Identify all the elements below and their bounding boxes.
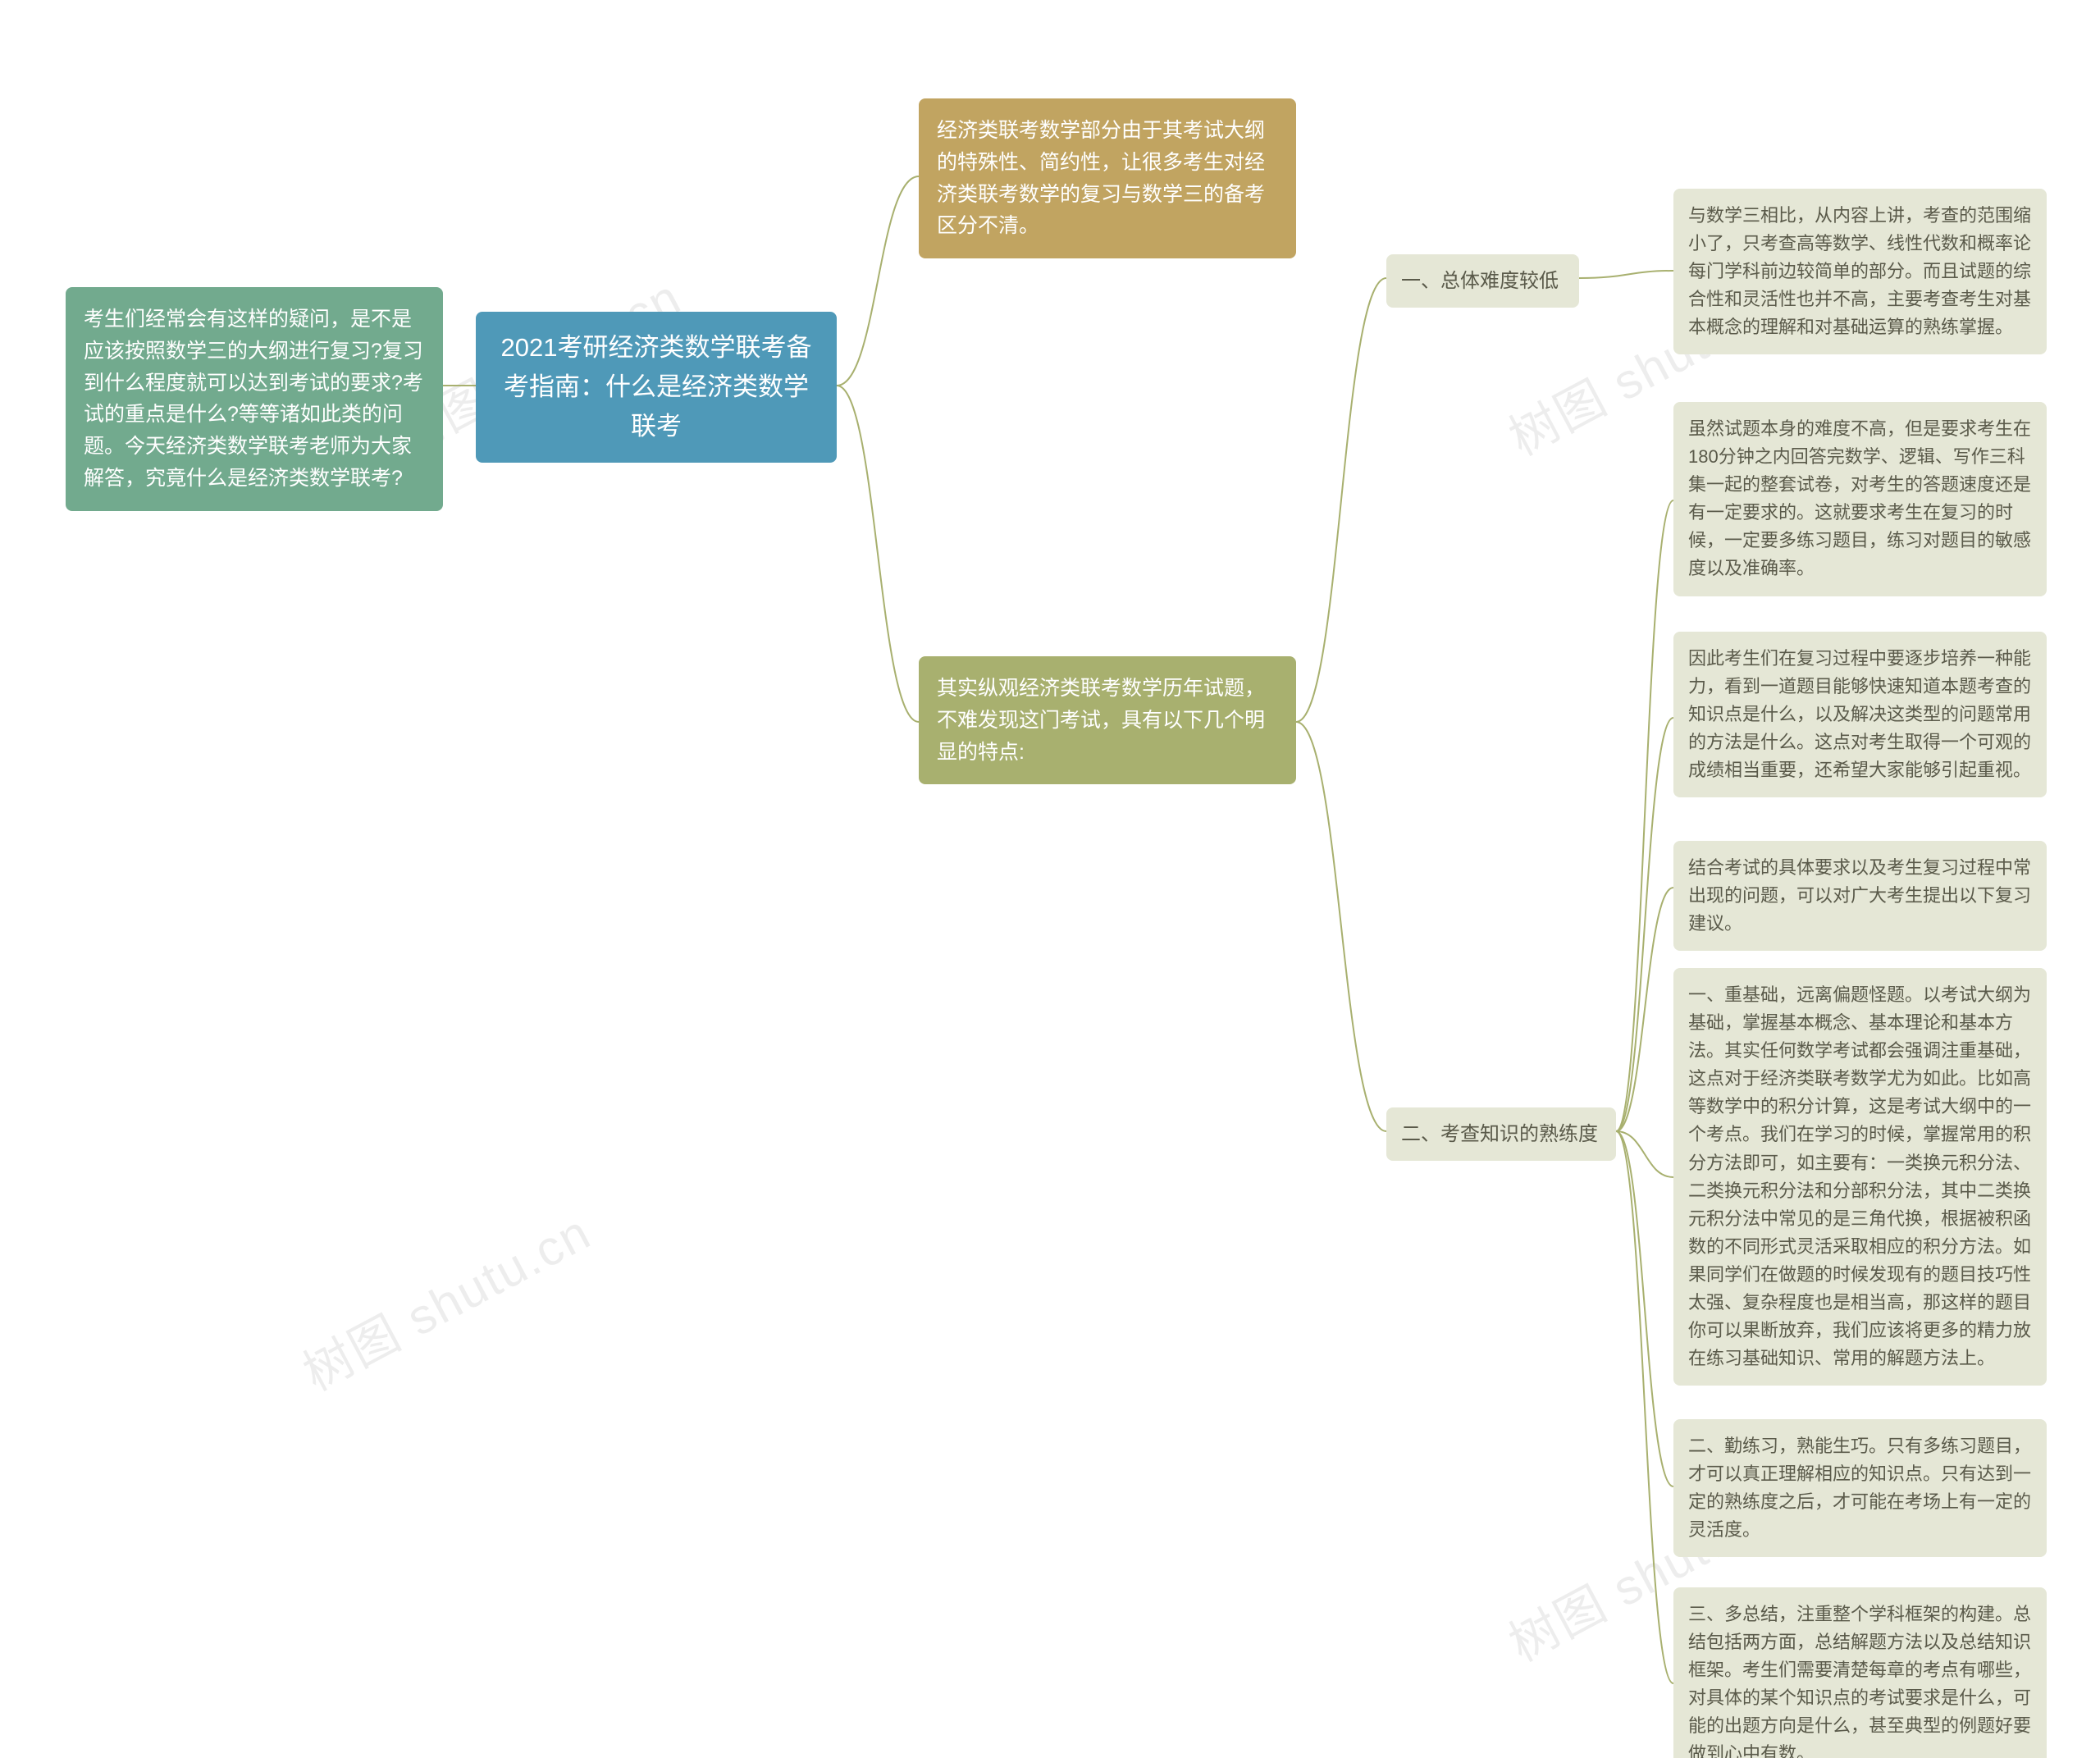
node-text: 一、重基础，远离偏题怪题。以考试大纲为基础，掌握基本概念、基本理论和基本方法。其… xyxy=(1688,984,2031,1368)
node-text: 2021考研经济类数学联考备考指南：什么是经济类数学联考 xyxy=(494,328,819,446)
node-text: 结合考试的具体要求以及考生复习过程中常出现的问题，可以对广大考生提出以下复习建议… xyxy=(1688,857,2031,934)
node-text: 与数学三相比，从内容上讲，考查的范围缩小了，只考查高等数学、线性代数和概率论每门… xyxy=(1688,205,2031,337)
node-root: 2021考研经济类数学联考备考指南：什么是经济类数学联考 xyxy=(476,312,837,463)
node-text: 其实纵观经济类联考数学历年试题，不难发现这门考试，具有以下几个明显的特点: xyxy=(937,677,1265,764)
node-point-2: 二、考查知识的熟练度 xyxy=(1386,1107,1616,1161)
node-text: 经济类联考数学部分由于其考试大纲的特殊性、简约性，让很多考生对经济类联考数学的复… xyxy=(937,119,1265,237)
node-detail-2a: 虽然试题本身的难度不高，但是要求考生在180分钟之内回答完数学、逻辑、写作三科集… xyxy=(1673,402,2047,596)
node-detail-2e: 二、勤练习，熟能生巧。只有多练习题目，才可以真正理解相应的知识点。只有达到一定的… xyxy=(1673,1419,2047,1557)
node-detail-2b: 因此考生们在复习过程中要逐步培养一种能力，看到一道题目能够快速知道本题考查的知识… xyxy=(1673,632,2047,797)
node-text: 因此考生们在复习过程中要逐步培养一种能力，看到一道题目能够快速知道本题考查的知识… xyxy=(1688,648,2031,780)
node-text: 三、多总结，注重整个学科框架的构建。总结包括两方面，总结解题方法以及总结知识框架… xyxy=(1688,1604,2031,1758)
node-text: 一、总体难度较低 xyxy=(1401,270,1559,292)
node-detail-2f: 三、多总结，注重整个学科框架的构建。总结包括两方面，总结解题方法以及总结知识框架… xyxy=(1673,1587,2047,1758)
node-intro: 考生们经常会有这样的疑问，是不是应该按照数学三的大纲进行复习?复习到什么程度就可… xyxy=(66,287,443,511)
node-detail-2c: 结合考试的具体要求以及考生复习过程中常出现的问题，可以对广大考生提出以下复习建议… xyxy=(1673,841,2047,951)
node-text: 虽然试题本身的难度不高，但是要求考生在180分钟之内回答完数学、逻辑、写作三科集… xyxy=(1688,418,2031,578)
node-text: 二、考查知识的熟练度 xyxy=(1401,1123,1598,1145)
node-text: 考生们经常会有这样的疑问，是不是应该按照数学三的大纲进行复习?复习到什么程度就可… xyxy=(84,308,423,490)
watermark: 树图 shutu.cn xyxy=(289,1194,601,1405)
node-branch-1: 经济类联考数学部分由于其考试大纲的特殊性、简约性，让很多考生对经济类联考数学的复… xyxy=(919,98,1296,258)
node-detail-2d: 一、重基础，远离偏题怪题。以考试大纲为基础，掌握基本概念、基本理论和基本方法。其… xyxy=(1673,968,2047,1386)
node-point-1: 一、总体难度较低 xyxy=(1386,254,1579,308)
node-branch-2: 其实纵观经济类联考数学历年试题，不难发现这门考试，具有以下几个明显的特点: xyxy=(919,656,1296,784)
node-text: 二、勤练习，熟能生巧。只有多练习题目，才可以真正理解相应的知识点。只有达到一定的… xyxy=(1688,1436,2031,1540)
node-detail-1: 与数学三相比，从内容上讲，考查的范围缩小了，只考查高等数学、线性代数和概率论每门… xyxy=(1673,189,2047,354)
